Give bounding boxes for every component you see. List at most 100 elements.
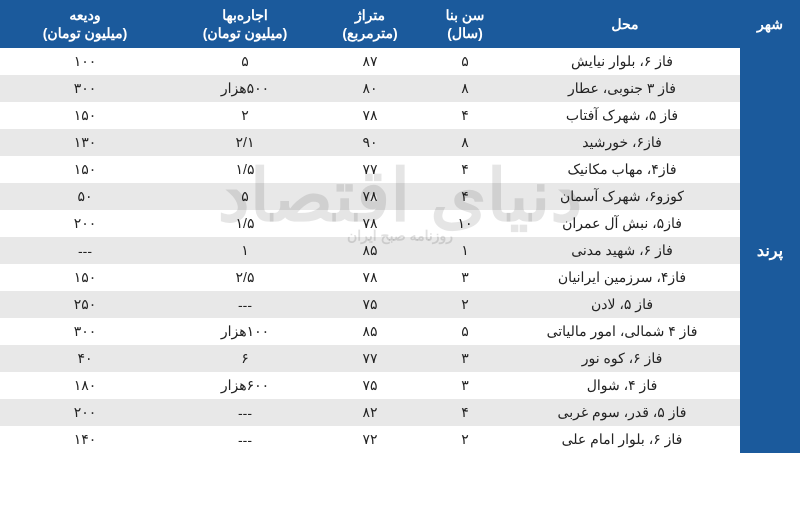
header-city: شهر — [740, 0, 800, 48]
dep-cell: ۱۳۰ — [0, 129, 170, 156]
area-cell: ۷۸ — [320, 183, 420, 210]
mahall-cell: کوزو۶، شهرک آسمان — [510, 183, 740, 210]
table-row: فاز ۶، شهید مدنی۱۸۵۱--- — [0, 237, 800, 264]
mahall-cell: فاز ۶، بلوار نیایش — [510, 48, 740, 75]
table-row: پرندفاز ۶، بلوار نیایش۵۸۷۵۱۰۰ — [0, 48, 800, 75]
dep-cell: ۳۰۰ — [0, 75, 170, 102]
header-row: شهر محل سن بنا(سال) متراژ(مترمربع) اجاره… — [0, 0, 800, 48]
area-cell: ۹۰ — [320, 129, 420, 156]
table-row: فاز۴، مهاب مکانیک۴۷۷۱/۵۱۵۰ — [0, 156, 800, 183]
age-cell: ۳ — [420, 372, 510, 399]
table-row: فاز ۶، کوه نور۳۷۷۶۴۰ — [0, 345, 800, 372]
dep-cell: ۲۰۰ — [0, 210, 170, 237]
dep-cell: ۵۰ — [0, 183, 170, 210]
header-dep: ودیعه(میلیون تومان) — [0, 0, 170, 48]
dep-cell: --- — [0, 237, 170, 264]
age-cell: ۸ — [420, 129, 510, 156]
rent-cell: ۵۰۰هزار — [170, 75, 320, 102]
area-cell: ۸۵ — [320, 237, 420, 264]
mahall-cell: فاز۶، خورشید — [510, 129, 740, 156]
table-row: فاز۵، نبش آل عمران۱۰۷۸۱/۵۲۰۰ — [0, 210, 800, 237]
area-cell: ۷۸ — [320, 102, 420, 129]
age-cell: ۴ — [420, 156, 510, 183]
mahall-cell: فاز ۵، قدر، سوم غربی — [510, 399, 740, 426]
rent-cell: ۱/۵ — [170, 210, 320, 237]
dep-cell: ۱۴۰ — [0, 426, 170, 453]
table-row: فاز ۴ شمالی، امور مالیاتی۵۸۵۱۰۰هزار۳۰۰ — [0, 318, 800, 345]
mahall-cell: فاز ۶، بلوار امام علی — [510, 426, 740, 453]
table-row: فاز ۵، قدر، سوم غربی۴۸۲---۲۰۰ — [0, 399, 800, 426]
age-cell: ۵ — [420, 318, 510, 345]
rent-cell: --- — [170, 426, 320, 453]
area-cell: ۸۲ — [320, 399, 420, 426]
table-row: کوزو۶، شهرک آسمان۴۷۸۵۵۰ — [0, 183, 800, 210]
dep-cell: ۳۰۰ — [0, 318, 170, 345]
age-cell: ۴ — [420, 102, 510, 129]
rent-cell: ۲/۵ — [170, 264, 320, 291]
rent-cell: ۶۰۰هزار — [170, 372, 320, 399]
dep-cell: ۲۵۰ — [0, 291, 170, 318]
area-cell: ۷۷ — [320, 156, 420, 183]
mahall-cell: فاز ۳ جنوبی، عطار — [510, 75, 740, 102]
dep-cell: ۱۰۰ — [0, 48, 170, 75]
dep-cell: ۱۵۰ — [0, 102, 170, 129]
city-cell: پرند — [740, 48, 800, 453]
age-cell: ۲ — [420, 291, 510, 318]
mahall-cell: فاز۴، مهاب مکانیک — [510, 156, 740, 183]
age-cell: ۴ — [420, 183, 510, 210]
table-row: فاز۶، خورشید۸۹۰۲/۱۱۳۰ — [0, 129, 800, 156]
dep-cell: ۱۵۰ — [0, 264, 170, 291]
header-area: متراژ(مترمربع) — [320, 0, 420, 48]
rent-cell: --- — [170, 291, 320, 318]
area-cell: ۷۲ — [320, 426, 420, 453]
header-age: سن بنا(سال) — [420, 0, 510, 48]
rent-cell: ۲/۱ — [170, 129, 320, 156]
rent-cell: ۵ — [170, 48, 320, 75]
rent-cell: ۵ — [170, 183, 320, 210]
rent-cell: ۱۰۰هزار — [170, 318, 320, 345]
table-row: فاز ۳ جنوبی، عطار۸۸۰۵۰۰هزار۳۰۰ — [0, 75, 800, 102]
area-cell: ۷۷ — [320, 345, 420, 372]
mahall-cell: فاز ۵، لادن — [510, 291, 740, 318]
rent-cell: ۱ — [170, 237, 320, 264]
table-row: فاز ۴، شوال۳۷۵۶۰۰هزار۱۸۰ — [0, 372, 800, 399]
area-cell: ۸۵ — [320, 318, 420, 345]
dep-cell: ۱۵۰ — [0, 156, 170, 183]
age-cell: ۲ — [420, 426, 510, 453]
mahall-cell: فاز ۴ شمالی، امور مالیاتی — [510, 318, 740, 345]
rental-table-container: دنیای اقتصاد روزنامه صبح ایران شهر محل س… — [0, 0, 800, 453]
age-cell: ۴ — [420, 399, 510, 426]
dep-cell: ۴۰ — [0, 345, 170, 372]
dep-cell: ۱۸۰ — [0, 372, 170, 399]
table-row: فاز ۵، لادن۲۷۵---۲۵۰ — [0, 291, 800, 318]
table-body: پرندفاز ۶، بلوار نیایش۵۸۷۵۱۰۰فاز ۳ جنوبی… — [0, 48, 800, 453]
mahall-cell: فاز ۶، شهید مدنی — [510, 237, 740, 264]
header-rent: اجاره‌بها(میلیون تومان) — [170, 0, 320, 48]
table-row: فاز ۵، شهرک آفتاب۴۷۸۲۱۵۰ — [0, 102, 800, 129]
age-cell: ۱ — [420, 237, 510, 264]
table-row: فاز ۶، بلوار امام علی۲۷۲---۱۴۰ — [0, 426, 800, 453]
area-cell: ۷۸ — [320, 210, 420, 237]
age-cell: ۵ — [420, 48, 510, 75]
area-cell: ۸۰ — [320, 75, 420, 102]
table-row: فاز۴، سرزمین ایرانیان۳۷۸۲/۵۱۵۰ — [0, 264, 800, 291]
rent-cell: ۶ — [170, 345, 320, 372]
age-cell: ۳ — [420, 264, 510, 291]
rent-cell: ۲ — [170, 102, 320, 129]
age-cell: ۳ — [420, 345, 510, 372]
mahall-cell: فاز۴، سرزمین ایرانیان — [510, 264, 740, 291]
area-cell: ۷۵ — [320, 291, 420, 318]
dep-cell: ۲۰۰ — [0, 399, 170, 426]
area-cell: ۷۸ — [320, 264, 420, 291]
mahall-cell: فاز۵، نبش آل عمران — [510, 210, 740, 237]
mahall-cell: فاز ۴، شوال — [510, 372, 740, 399]
age-cell: ۱۰ — [420, 210, 510, 237]
area-cell: ۷۵ — [320, 372, 420, 399]
rental-table: شهر محل سن بنا(سال) متراژ(مترمربع) اجاره… — [0, 0, 800, 453]
mahall-cell: فاز ۶، کوه نور — [510, 345, 740, 372]
rent-cell: ۱/۵ — [170, 156, 320, 183]
rent-cell: --- — [170, 399, 320, 426]
area-cell: ۸۷ — [320, 48, 420, 75]
age-cell: ۸ — [420, 75, 510, 102]
mahall-cell: فاز ۵، شهرک آفتاب — [510, 102, 740, 129]
